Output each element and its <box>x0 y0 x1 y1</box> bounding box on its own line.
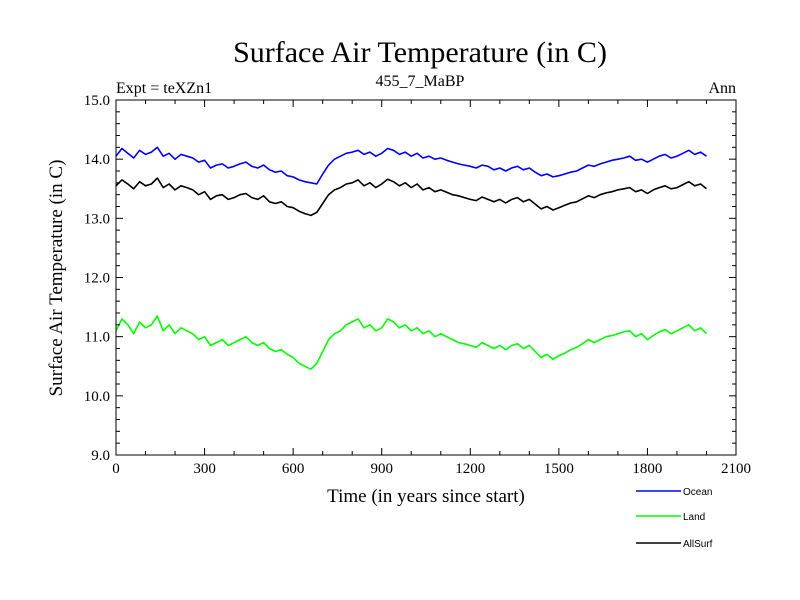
x-tick-label: 300 <box>193 461 216 477</box>
x-tick-label: 1800 <box>632 461 662 477</box>
y-tick-label: 13.0 <box>84 211 110 227</box>
x-tick-label: 1500 <box>544 461 574 477</box>
y-axis: 9.0 10.0 11.0 12.0 13.0 14.0 15.0 <box>84 93 736 464</box>
subtitle-right: Ann <box>708 80 736 97</box>
y-tick-label: 15.0 <box>84 93 110 109</box>
y-axis-label: Surface Air Temperature (in C) <box>46 160 67 397</box>
x-tick-label: 0 <box>112 461 120 477</box>
subtitle-center: 455_7_MaBP <box>376 73 465 90</box>
y-tick-label: 9.0 <box>91 448 110 464</box>
series-line-land <box>115 315 708 370</box>
x-tick-label: 1200 <box>455 461 485 477</box>
x-axis-label: Time (in years since start) <box>327 486 525 507</box>
y-tick-label: 14.0 <box>84 152 110 168</box>
plot-series <box>115 146 708 370</box>
legend-label-land: Land <box>683 512 705 523</box>
x-tick-label: 600 <box>282 461 305 477</box>
y-tick-label: 10.0 <box>84 389 110 405</box>
y-tick-label: 12.0 <box>84 271 110 287</box>
subtitle-left: Expt = teXZn1 <box>116 80 212 97</box>
legend: Ocean Land AllSurf <box>636 487 713 550</box>
series-line-allsurf <box>115 177 708 217</box>
x-tick-label: 2100 <box>721 461 751 477</box>
series-line-ocean <box>115 146 707 185</box>
legend-label-ocean: Ocean <box>683 487 712 498</box>
x-tick-label: 900 <box>370 461 393 477</box>
chart-title: Surface Air Temperature (in C) <box>233 36 607 69</box>
x-axis: 0 300 600 900 1200 1500 1800 2100 <box>112 100 751 477</box>
legend-label-allsurf: AllSurf <box>683 539 713 550</box>
y-tick-label: 11.0 <box>84 330 110 346</box>
